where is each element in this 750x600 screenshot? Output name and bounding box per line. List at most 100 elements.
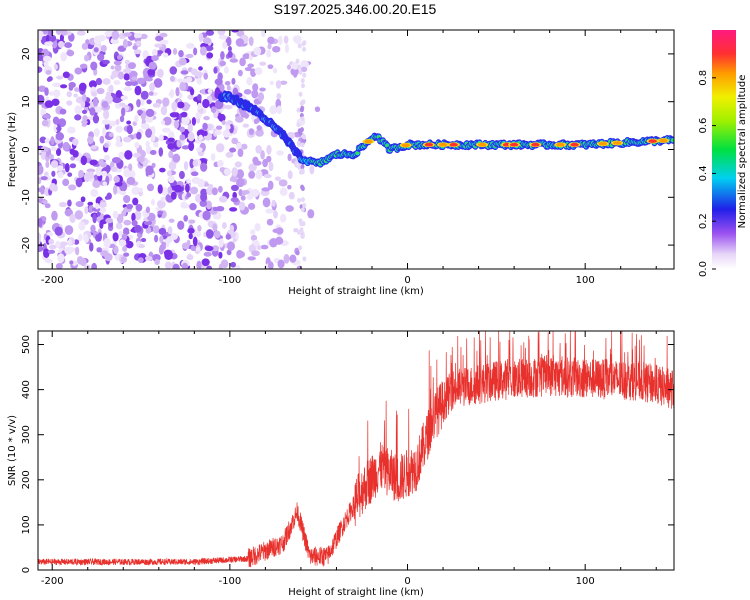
noise-speckle [156,50,164,55]
noise-speckle [126,124,133,135]
noise-speckle [242,123,249,128]
noise-speckle [122,136,132,143]
noise-speckle [272,67,278,74]
noise-speckle [300,78,305,84]
noise-speckle [55,30,62,35]
noise-speckle [236,30,245,37]
snr-xtick-label: 0 [404,576,410,587]
noise-speckle [186,178,191,184]
noise-speckle [48,238,55,245]
noise-speckle [168,150,174,159]
noise-speckle [124,150,133,160]
noise-speckle [285,205,294,212]
spectrogram-ylabel: Frequency (Hz) [7,112,18,188]
noise-speckle [43,248,50,259]
noise-speckle [51,170,56,177]
noise-speckle [169,66,178,75]
noise-speckle [123,167,130,178]
noise-speckle [199,200,208,207]
noise-speckle [89,159,98,166]
noise-speckle [309,164,315,175]
noise-speckle [83,233,89,242]
noise-speckle [187,123,193,133]
noise-speckle [250,188,260,198]
noise-speckle [262,197,271,208]
noise-speckle [105,91,112,97]
noise-speckle [205,30,215,36]
noise-speckle [57,253,65,263]
noise-speckle [158,227,167,235]
noise-speckle [260,244,269,250]
noise-speckle [39,136,47,144]
noise-speckle [212,206,219,212]
noise-speckle [78,233,83,242]
noise-speckle [169,75,175,82]
noise-speckle [244,67,253,72]
noise-speckle [150,198,155,206]
noise-speckle [231,30,240,33]
noise-speckle [162,52,169,58]
noise-speckle [208,183,214,190]
noise-speckle [236,181,242,186]
noise-speckle [224,81,231,86]
colorbar-tick-label: 0.0 [698,261,709,277]
noise-speckle [300,197,305,203]
noise-speckle [42,200,48,205]
noise-speckle [92,213,97,224]
noise-speckle [150,133,156,142]
noise-speckle [146,183,155,192]
noise-speckle [234,116,244,123]
noise-speckle [225,233,232,240]
noise-speckle [287,153,292,162]
noise-speckle [167,226,173,235]
noise-speckle [287,170,293,180]
noise-speckle [237,148,244,158]
noise-speckle [246,77,253,86]
noise-speckle [103,237,111,248]
noise-speckle [265,208,274,214]
noise-speckle [161,241,167,247]
colorbar-tick-label: 0.8 [698,70,709,86]
noise-speckle [217,30,226,36]
noise-speckle [75,246,80,256]
noise-speckle [297,43,302,49]
noise-speckle [231,77,236,85]
ridge-hotspot [598,141,608,146]
noise-speckle [181,115,190,126]
spectrogram-ytick-label: -20 [21,237,32,253]
colorbar-tick-label: 0.4 [698,165,709,181]
noise-speckle [195,112,202,119]
noise-speckle [73,239,80,245]
spectrogram-ytick-label: 10 [21,95,32,108]
noise-speckle [52,82,62,88]
noise-speckle [43,61,49,68]
noise-speckle [108,84,114,94]
noise-speckle [214,78,223,86]
noise-speckle [155,35,164,42]
noise-speckle [78,169,84,179]
noise-speckle [122,68,132,74]
noise-speckle [252,83,259,92]
noise-speckle [196,147,203,152]
noise-speckle [274,236,284,245]
noise-speckle [67,199,72,207]
noise-speckle [227,229,235,234]
noise-speckle [38,177,42,185]
noise-speckle [300,83,305,89]
noise-speckle [74,87,80,92]
noise-speckle [287,184,292,190]
noise-speckle [217,159,224,167]
ridge-hotspot [477,142,487,147]
noise-speckle [189,203,197,211]
noise-speckle [113,245,119,255]
noise-speckle [180,70,189,75]
noise-speckle [187,94,194,100]
noise-speckle [90,145,97,150]
noise-speckle [213,230,221,239]
noise-speckle [215,206,225,212]
colorbar-label: Normalized spectral amplitude [737,75,748,229]
noise-speckle [64,42,73,49]
noise-speckle [160,196,166,202]
noise-speckle [253,160,262,166]
noise-speckle [104,154,111,161]
